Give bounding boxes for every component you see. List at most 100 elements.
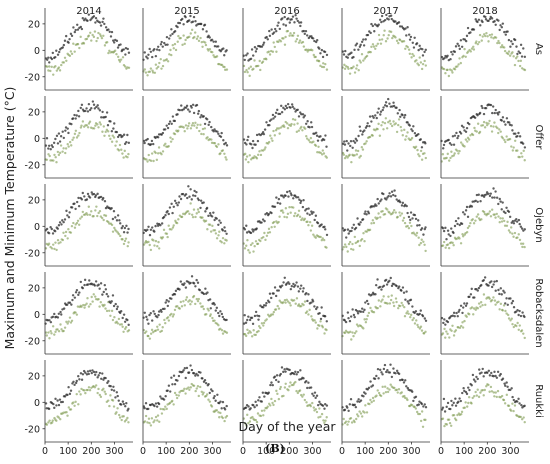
tmin-point <box>407 312 410 315</box>
tmin-point <box>482 293 486 296</box>
tmin-point <box>54 241 57 244</box>
tmin-point <box>409 315 412 319</box>
tmax-point <box>55 404 58 407</box>
tmax-point <box>179 280 183 283</box>
tmax-point <box>459 39 463 42</box>
tmax-point <box>291 105 294 109</box>
tmin-point <box>485 121 488 125</box>
tmax-point <box>409 35 413 39</box>
tmin-point <box>154 63 158 66</box>
tmax-point <box>127 141 131 145</box>
tmax-point <box>397 372 401 376</box>
tmax-point <box>375 116 378 120</box>
tmax-point <box>255 227 258 230</box>
tmax-point <box>115 307 119 311</box>
tmax-point <box>68 37 71 41</box>
tmin-point <box>214 232 218 235</box>
tmax-point <box>223 229 227 233</box>
tmin-point <box>272 403 275 407</box>
tmin-point <box>88 388 92 392</box>
tmax-point <box>452 143 456 146</box>
tmax-point <box>456 42 459 46</box>
tmin-point <box>98 121 102 124</box>
tmax-point <box>190 275 194 278</box>
tmax-point <box>493 196 496 199</box>
tmax-point <box>470 384 473 387</box>
tmin-point <box>212 54 215 57</box>
tmin-point <box>415 319 418 322</box>
tmax-point <box>302 29 306 33</box>
tmin-point <box>48 154 51 158</box>
tmax-point <box>521 311 524 314</box>
tmin-point <box>98 393 102 397</box>
tmax-point <box>54 137 57 141</box>
tmin-point <box>79 126 83 129</box>
tmax-point <box>392 104 396 108</box>
tmax-point <box>191 20 195 23</box>
tmax-point <box>122 402 126 406</box>
tmin-point <box>503 46 506 49</box>
tmax-point <box>446 320 450 324</box>
tmax-point <box>173 30 177 33</box>
tmax-point <box>124 46 128 50</box>
tmax-point <box>90 191 93 194</box>
tmax-point <box>325 233 329 237</box>
tmin-point <box>320 65 324 69</box>
tmin-point <box>520 152 523 155</box>
tmin-point <box>191 215 195 219</box>
tmin-point <box>452 244 455 247</box>
tmax-point <box>450 50 453 54</box>
tmax-point <box>504 211 507 215</box>
tmin-point <box>209 313 212 316</box>
tmin-point <box>246 413 249 417</box>
tmin-point <box>99 395 103 399</box>
tmin-point <box>306 220 309 223</box>
tmin-point <box>215 237 219 240</box>
tmin-point <box>148 421 151 425</box>
tmin-point <box>321 326 325 329</box>
tmax-point <box>254 400 257 404</box>
tmin-point <box>246 70 249 74</box>
tmin-point <box>281 209 284 212</box>
tmin-point <box>127 421 130 424</box>
tmin-point <box>117 413 121 417</box>
tmax-point <box>253 405 256 409</box>
tmax-point <box>479 24 482 27</box>
tmax-point <box>421 48 424 51</box>
tmin-point <box>325 328 328 332</box>
tmin-point <box>183 42 186 46</box>
tmin-point <box>179 300 183 304</box>
tmin-point <box>54 156 57 159</box>
tmin-point <box>320 239 324 242</box>
tmax-point <box>200 114 203 117</box>
tmax-point <box>520 403 523 407</box>
tmin-point <box>371 43 375 46</box>
tmax-point <box>112 304 116 308</box>
tmax-point <box>86 192 90 196</box>
tmin-point <box>302 393 305 396</box>
tmin-point <box>127 241 130 244</box>
tmax-point <box>487 369 491 372</box>
tmax-point <box>69 389 73 392</box>
tmin-point <box>225 414 229 418</box>
tmin-point <box>155 158 159 162</box>
tmax-point <box>77 196 80 200</box>
tmin-point <box>60 63 63 67</box>
tmin-point <box>274 129 278 132</box>
tmin-point <box>223 242 226 245</box>
tmin-point <box>296 122 299 125</box>
tmin-point <box>489 124 493 128</box>
tmax-point <box>505 297 508 300</box>
tmin-point <box>306 137 309 140</box>
tmax-point <box>261 391 265 394</box>
tmin-point <box>352 65 355 68</box>
tmax-point <box>123 226 127 230</box>
tmin-point <box>56 328 59 331</box>
tmin-point <box>295 130 299 134</box>
tmin-point <box>505 135 508 138</box>
tmax-point <box>152 142 155 146</box>
tmin-point <box>176 40 179 43</box>
tmax-point <box>361 307 364 310</box>
tmin-point <box>196 35 200 38</box>
tmax-point <box>157 45 160 48</box>
